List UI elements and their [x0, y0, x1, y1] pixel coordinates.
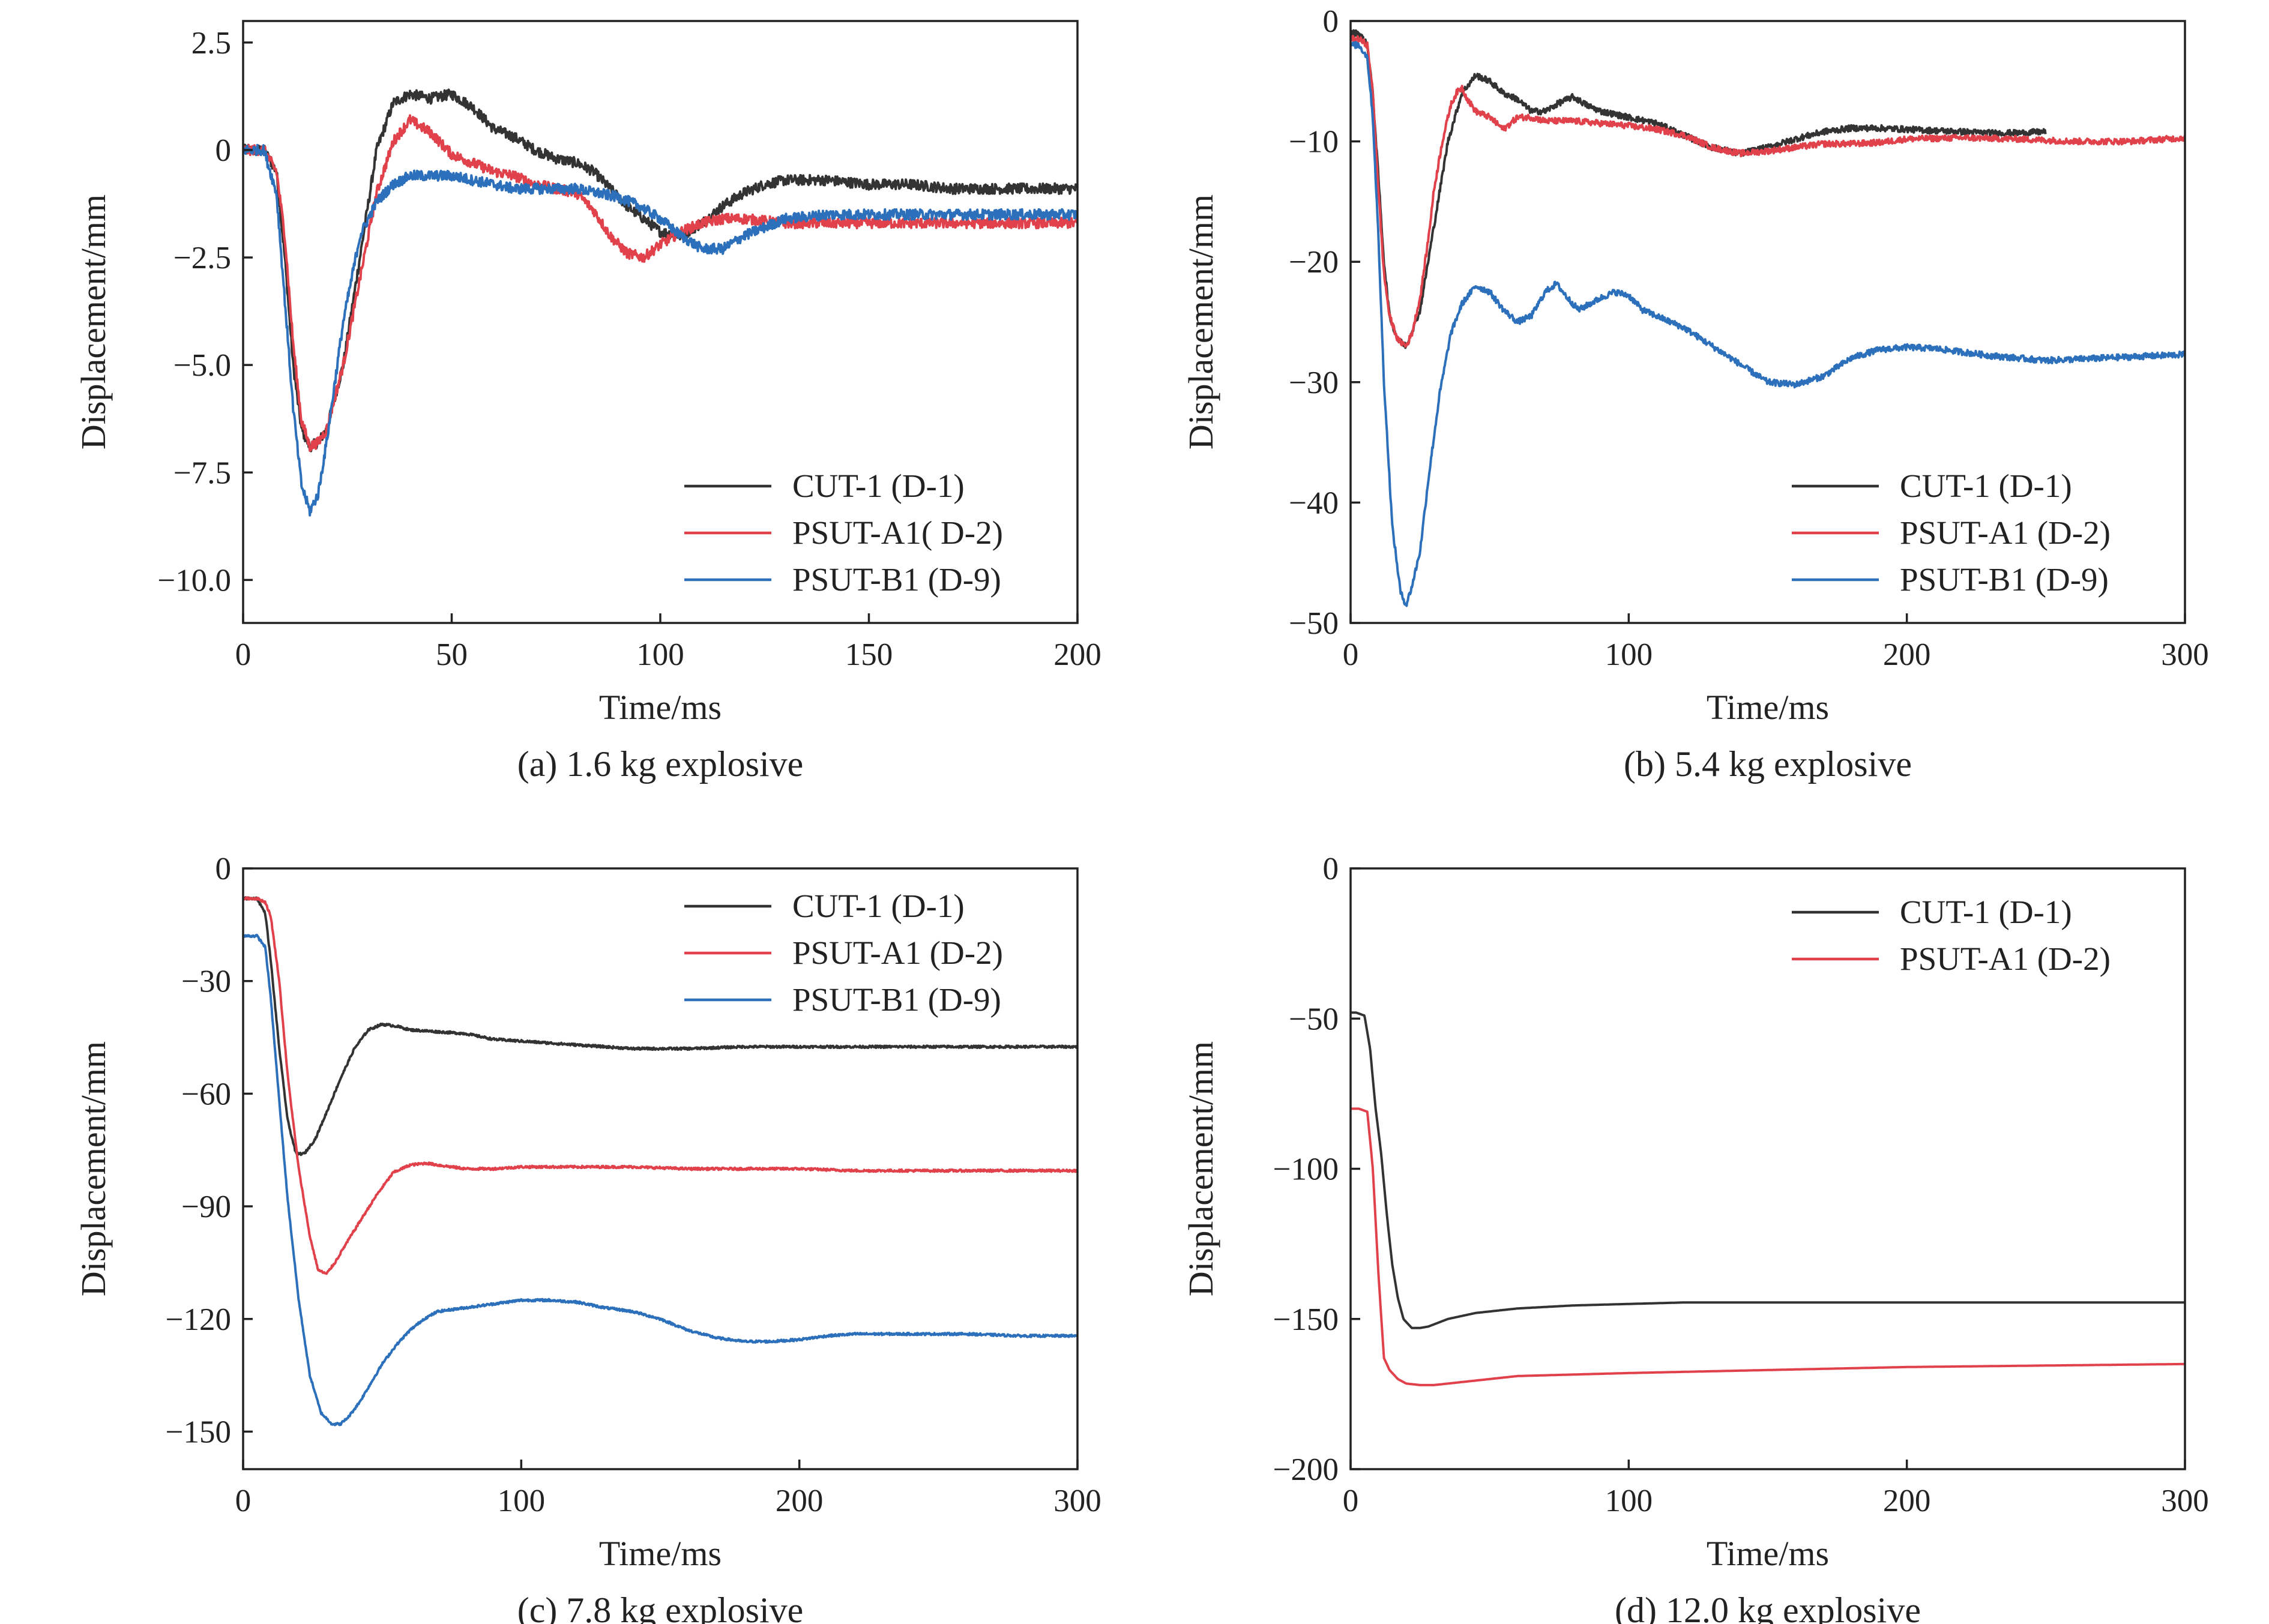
series-line-3 [243, 933, 1077, 1427]
x-tick-label: 200 [1883, 637, 1931, 672]
y-tick-label: −40 [1289, 486, 1339, 520]
x-tick-label: 300 [2161, 637, 2209, 672]
legend-label: CUT-1 (D-1) [1900, 468, 2072, 504]
legend: CUT-1 (D-1) PSUT-A1 (D-2) PSUT-B1 (D-9) [1792, 468, 2111, 598]
y-axis-label: Displacement/mm [74, 1041, 113, 1296]
legend-label: PSUT-A1 (D-2) [1900, 940, 2111, 977]
legend-label: CUT-1 (D-1) [792, 888, 965, 924]
x-tick-label: 0 [235, 637, 252, 672]
plot-frame [242, 867, 1079, 1470]
y-tick-label: −90 [181, 1189, 231, 1224]
x-tick-label: 100 [636, 637, 684, 672]
x-tick-label: 100 [1605, 1484, 1653, 1518]
y-tick-label: −7.5 [173, 456, 231, 490]
series-line-1 [243, 896, 1077, 1156]
legend-label: CUT-1 (D-1) [792, 468, 965, 504]
legend-label: PSUT-A1 (D-2) [792, 934, 1003, 971]
series-group [243, 896, 1077, 1427]
y-axis-label: Displacement/mm [74, 194, 113, 450]
series-line-2 [243, 114, 1077, 452]
y-tick-label: −200 [1273, 1452, 1339, 1487]
x-axis-label: Time/ms [599, 688, 722, 727]
y-tick-label: 0 [1323, 852, 1339, 886]
x-tick-label: 200 [776, 1484, 824, 1518]
y-tick-label: −20 [1289, 245, 1339, 280]
series-group [1351, 1011, 2185, 1386]
panel-caption: (d) 12.0 kg explosive [1615, 1590, 1921, 1624]
x-tick-label: 50 [436, 637, 468, 672]
x-tick-label: 100 [1605, 637, 1653, 672]
panel-caption: (b) 5.4 kg explosive [1624, 744, 1912, 784]
x-tick-label: 300 [1053, 1484, 1101, 1518]
x-tick-label: 0 [235, 1484, 252, 1518]
y-tick-label: −150 [1273, 1302, 1339, 1337]
series-line-3 [243, 143, 1077, 517]
legend-label: PSUT-A1 (D-2) [1900, 514, 2111, 551]
series-line-2 [1351, 1107, 2185, 1386]
legend-label: PSUT-B1 (D-9) [792, 561, 1001, 598]
panel-a: 0 50 100 150 200 2.5 0 −2.5 −5.0 −7.5 −10.0 Time/ms… [74, 20, 1101, 784]
plot-frame [1349, 20, 2186, 624]
x-tick-label: 200 [1883, 1484, 1931, 1518]
y-tick-label: −60 [181, 1077, 231, 1111]
x-tick-label: 300 [2161, 1484, 2209, 1518]
series-line-3 [1351, 41, 2185, 607]
series-line-1 [1351, 1011, 2185, 1329]
x-tick-label: 0 [1343, 637, 1359, 672]
y-tick-label: −10.0 [157, 563, 231, 598]
y-tick-label: −100 [1273, 1152, 1339, 1187]
x-tick-label: 150 [845, 637, 893, 672]
series-line-2 [243, 896, 1077, 1275]
x-axis-label: Time/ms [1707, 688, 1829, 727]
y-tick-label: −5.0 [173, 348, 231, 383]
y-tick-label: 0 [215, 133, 232, 168]
y-tick-label: −120 [166, 1302, 231, 1337]
y-tick-label: −150 [166, 1415, 231, 1449]
y-tick-label: 0 [215, 852, 232, 886]
y-tick-label: 0 [1323, 4, 1339, 39]
panel-caption: (c) 7.8 kg explosive [517, 1590, 804, 1624]
y-tick-label: −2.5 [173, 241, 231, 275]
panel-b: 0 100 200 300 0 −10 −20 −30 −40 −50 Time/ms Displac… [1181, 4, 2209, 784]
panel-c: 0 100 200 300 0 −30 −60 −90 −120 −150 Time/ms Displ… [74, 852, 1101, 1624]
legend: CUT-1 (D-1) PSUT-A1 (D-2) PSUT-B1 (D-9) [684, 888, 1003, 1018]
x-tick-label: 0 [1343, 1484, 1359, 1518]
y-tick-label: −10 [1289, 125, 1339, 160]
legend: CUT-1 (D-1) PSUT-A1( D-2) PSUT-B1 (D-9) [684, 468, 1003, 598]
y-tick-label: −50 [1289, 1002, 1339, 1036]
legend-label: CUT-1 (D-1) [1900, 894, 2072, 930]
legend: CUT-1 (D-1) PSUT-A1 (D-2) [1792, 894, 2111, 977]
panel-caption: (a) 1.6 kg explosive [517, 744, 804, 784]
x-tick-label: 200 [1053, 637, 1101, 672]
legend-label: PSUT-A1( D-2) [792, 514, 1003, 551]
y-tick-label: −50 [1289, 606, 1339, 641]
x-axis-label: Time/ms [599, 1534, 722, 1573]
y-tick-label: −30 [181, 964, 231, 999]
y-tick-label: 2.5 [191, 26, 231, 61]
x-axis-label: Time/ms [1707, 1534, 1829, 1573]
series-group [243, 88, 1077, 517]
series-line-1 [243, 88, 1077, 453]
y-axis-label: Displacement/mm [1181, 1041, 1220, 1296]
x-tick-label: 100 [498, 1484, 546, 1518]
legend-label: PSUT-B1 (D-9) [792, 981, 1001, 1018]
series-line-2 [1351, 35, 2185, 348]
panel-d: 0 100 200 300 0 −50 −100 −150 −200 Time/ms Displac… [1181, 852, 2209, 1624]
legend-label: PSUT-B1 (D-9) [1900, 561, 2109, 598]
y-tick-label: −30 [1289, 365, 1339, 400]
y-axis-label: Displacement/mm [1181, 194, 1220, 450]
series-group [1351, 29, 2185, 607]
series-line-1 [1351, 29, 2047, 349]
